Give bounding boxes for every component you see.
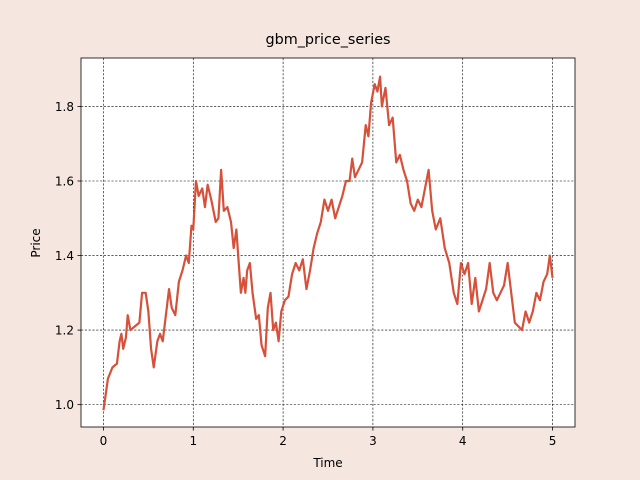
marks xyxy=(102,75,554,411)
axes-frame xyxy=(80,57,576,428)
x-tick-label: 1 xyxy=(189,434,197,448)
y-axis-label: Price xyxy=(29,228,43,257)
grid xyxy=(77,58,575,431)
x-tick-label: 4 xyxy=(459,434,467,448)
x-axis-label: Time xyxy=(312,456,342,470)
y-tick-label: 1.0 xyxy=(55,398,74,412)
x-tick-label: 0 xyxy=(100,434,108,448)
x-tick-label: 3 xyxy=(369,434,377,448)
x-tick-label: 5 xyxy=(549,434,557,448)
x-tick-label: 2 xyxy=(279,434,287,448)
chart-title: gbm_price_series xyxy=(265,32,390,48)
plot-area xyxy=(81,58,575,427)
y-tick-label: 1.8 xyxy=(55,100,74,114)
price-line xyxy=(102,75,554,411)
y-tick-label: 1.4 xyxy=(55,249,74,263)
y-tick-label: 1.6 xyxy=(55,175,74,189)
y-tick-label: 1.2 xyxy=(55,324,74,338)
